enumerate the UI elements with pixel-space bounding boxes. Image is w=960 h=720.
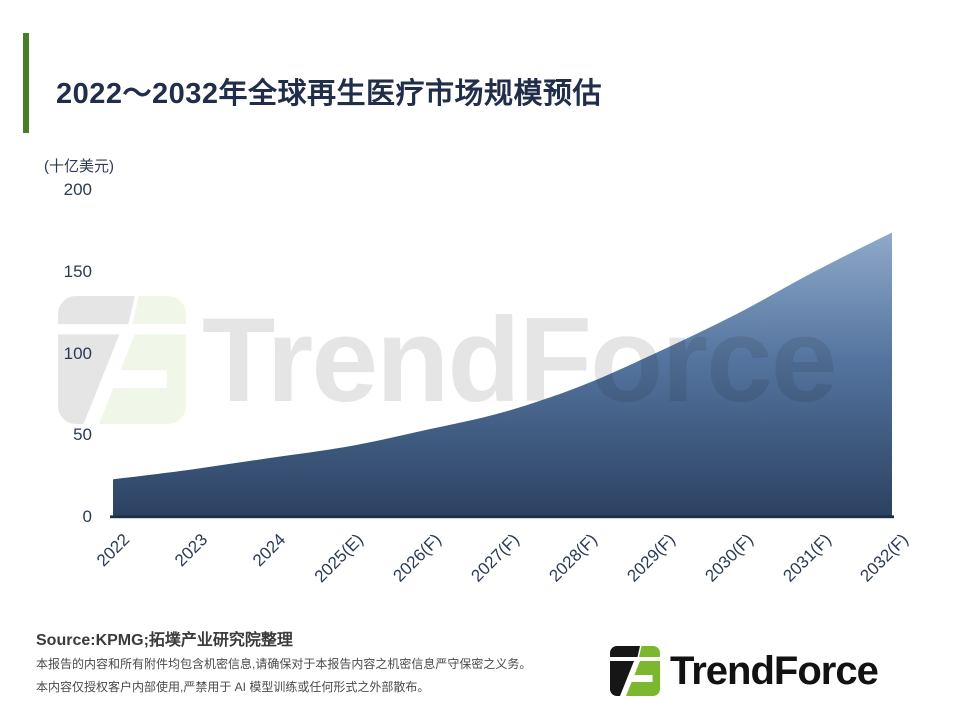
x-axis-line (110, 515, 894, 519)
disclaimer-line-1: 本报告的内容和所有附件均包含机密信息,请确保对于本报告内容之机密信息严守保密之义… (36, 657, 532, 671)
area-series (113, 232, 892, 517)
trendforce-logo-text: TrendForce (670, 649, 879, 693)
disclaimer-line-2: 本内容仅授权客户内部使用,严禁用于 AI 模型训练或任何形式之外部散布。 (36, 680, 430, 694)
source-label: Source:KPMG;拓墣产业研究院整理 (36, 632, 293, 649)
page-title: 2022～2032年全球再生医疗市场规模预估 (56, 78, 603, 110)
disclaimer-text: 本报告的内容和所有附件均包含机密信息,请确保对于本报告内容之机密信息严守保密之义… (36, 653, 531, 699)
y-axis-unit-label: (十亿美元) (44, 158, 114, 175)
title-accent-bar (23, 33, 29, 133)
trendforce-logo: TrendForce (610, 645, 879, 697)
